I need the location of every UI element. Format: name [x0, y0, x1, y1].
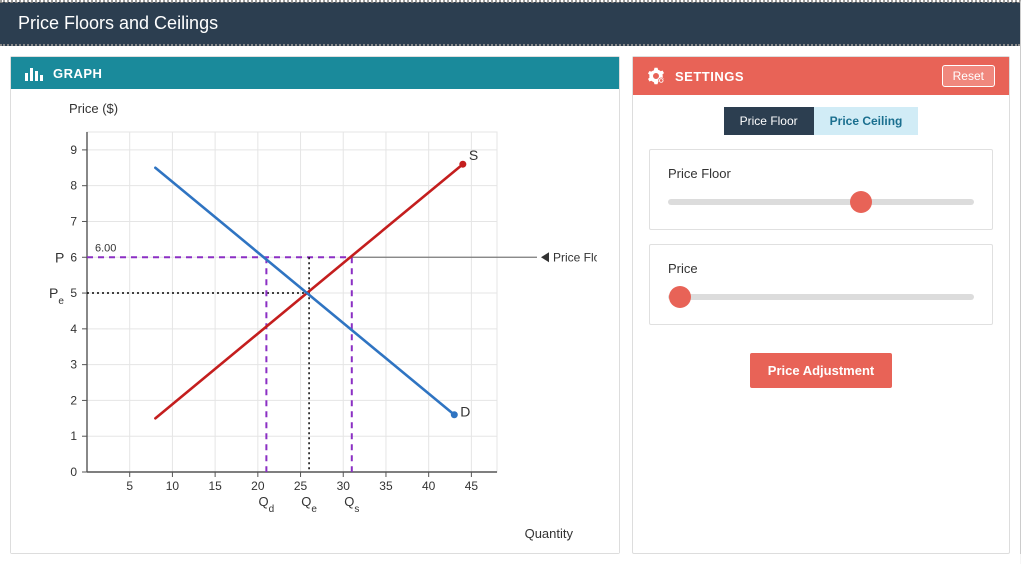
svg-text:25: 25 [294, 479, 308, 493]
svg-text:15: 15 [208, 479, 222, 493]
svg-text:40: 40 [422, 479, 436, 493]
y-axis-title: Price ($) [69, 101, 603, 116]
mode-tabs: Price Floor Price Ceiling [649, 107, 993, 135]
svg-text:20: 20 [251, 479, 265, 493]
price-floor-slider-label: Price Floor [668, 166, 974, 181]
settings-panel: SETTINGS Reset Price Floor Price Ceiling… [632, 56, 1010, 554]
svg-text:4: 4 [70, 322, 77, 336]
svg-text:S: S [469, 147, 478, 163]
svg-text:3: 3 [70, 358, 77, 372]
svg-text:Qs: Qs [344, 494, 359, 515]
graph-panel-header: GRAPH [11, 57, 619, 89]
settings-header-text: SETTINGS [675, 69, 744, 84]
svg-text:Qd: Qd [259, 494, 275, 515]
svg-text:6.00: 6.00 [95, 242, 116, 254]
tab-price-floor[interactable]: Price Floor [724, 107, 814, 135]
svg-text:P: P [55, 249, 64, 265]
price-floor-slider[interactable] [668, 199, 974, 205]
tab-price-ceiling[interactable]: Price Ceiling [814, 107, 919, 135]
supply-demand-chart: 510152025303540450123456789Price Floor6.… [27, 122, 597, 522]
price-adjustment-button[interactable]: Price Adjustment [750, 353, 892, 388]
x-axis-title: Quantity [27, 526, 603, 541]
chart-area: 510152025303540450123456789Price Floor6.… [27, 122, 603, 522]
svg-text:45: 45 [465, 479, 479, 493]
price-slider[interactable] [668, 294, 974, 300]
tab-price-floor-label: Price Floor [740, 114, 798, 128]
page-title-text: Price Floors and Ceilings [18, 13, 218, 33]
svg-text:0: 0 [70, 465, 77, 479]
settings-panel-header: SETTINGS Reset [633, 57, 1009, 95]
svg-text:7: 7 [70, 214, 77, 228]
price-slider-thumb[interactable] [669, 286, 691, 308]
price-floor-slider-box: Price Floor [649, 149, 993, 230]
bar-chart-icon [25, 65, 43, 81]
svg-text:30: 30 [337, 479, 351, 493]
reset-button[interactable]: Reset [942, 65, 995, 87]
graph-header-text: GRAPH [53, 66, 102, 81]
svg-text:Qe: Qe [301, 494, 317, 515]
svg-text:Price Floor: Price Floor [553, 250, 597, 264]
price-adjustment-label: Price Adjustment [768, 363, 874, 378]
svg-text:35: 35 [379, 479, 393, 493]
reset-button-label: Reset [953, 69, 984, 83]
svg-text:5: 5 [126, 479, 133, 493]
price-floor-slider-thumb[interactable] [850, 191, 872, 213]
tab-price-ceiling-label: Price Ceiling [830, 114, 903, 128]
svg-text:D: D [460, 404, 470, 420]
price-slider-box: Price [649, 244, 993, 325]
svg-text:Pe: Pe [49, 285, 64, 307]
svg-text:8: 8 [70, 179, 77, 193]
svg-text:1: 1 [70, 429, 77, 443]
page-title: Price Floors and Ceilings [0, 2, 1020, 46]
svg-text:2: 2 [70, 393, 77, 407]
svg-text:5: 5 [70, 286, 77, 300]
gear-icon [647, 67, 665, 85]
svg-text:10: 10 [166, 479, 180, 493]
graph-panel: GRAPH Price ($) 510152025303540450123456… [10, 56, 620, 554]
svg-text:6: 6 [70, 250, 77, 264]
price-slider-label: Price [668, 261, 974, 276]
svg-text:9: 9 [70, 143, 77, 157]
